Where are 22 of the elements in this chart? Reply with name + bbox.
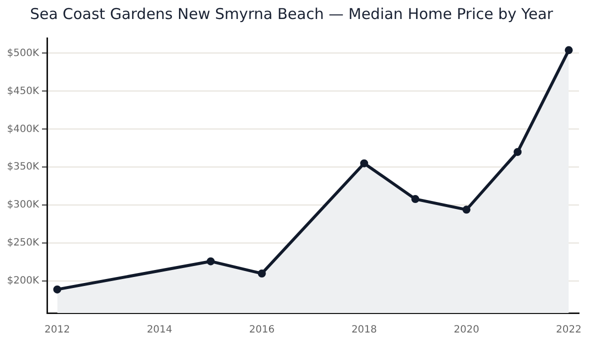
point [53, 285, 62, 294]
point [564, 46, 573, 54]
x-tick-label: 2018 [351, 324, 377, 336]
y-tick-label: $300K [6, 200, 40, 211]
y-tick-label: $350K [6, 162, 40, 173]
y-tick-label: $500K [6, 48, 40, 59]
point [411, 195, 420, 204]
point [514, 148, 522, 156]
x-tick-label: 2020 [454, 324, 480, 336]
x-tick-label: 2014 [146, 324, 172, 336]
y-tick-label: $200K [6, 276, 40, 287]
y-tick-label: $400K [6, 124, 40, 135]
point [258, 269, 266, 278]
point [360, 159, 368, 168]
y-tick-label: $450K [6, 86, 40, 97]
point [462, 206, 470, 214]
y-tick-label: $250K [6, 238, 40, 249]
x-tick-label: 2012 [44, 324, 70, 336]
chart-title: Sea Coast Gardens New Smyrna Beach — Median Home Price by Year [30, 4, 554, 23]
point [206, 257, 215, 266]
x-tick-label: 2016 [249, 324, 275, 336]
x-tick-label: 2022 [556, 324, 582, 336]
